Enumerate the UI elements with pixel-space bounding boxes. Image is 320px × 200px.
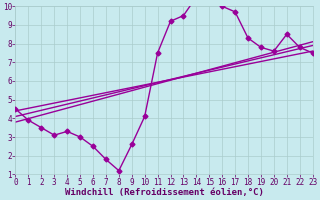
X-axis label: Windchill (Refroidissement éolien,°C): Windchill (Refroidissement éolien,°C) [65, 188, 263, 197]
